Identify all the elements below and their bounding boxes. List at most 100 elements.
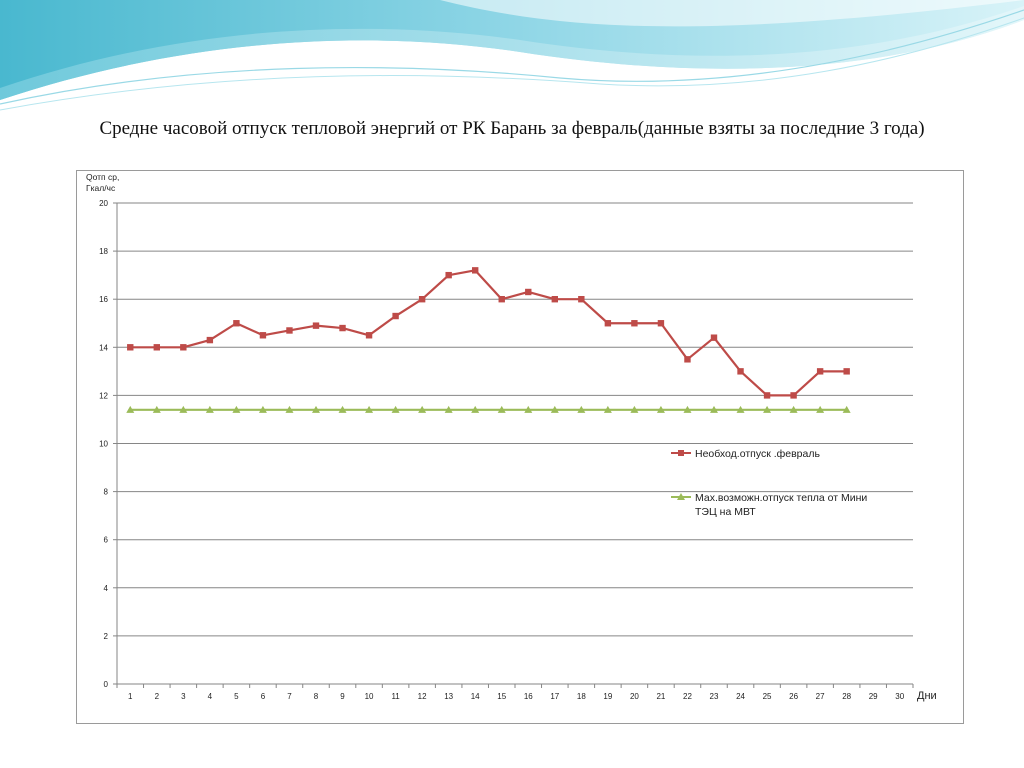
series-2-point-5 [232,405,241,413]
series-2-point-20 [630,405,639,413]
y-axis-title-line-2: Гкал/чс [86,183,116,193]
x-axis-title: Дни [917,690,937,702]
legend-swatch-series-2-marker [677,493,685,500]
series-2-point-27 [816,405,825,413]
x-tick-label-28: 28 [842,692,851,701]
series-1-point-21 [657,320,665,327]
series-1-point-28 [843,368,850,375]
x-tick-label-13: 13 [444,692,453,701]
series-2-point-19 [603,405,612,413]
series-2-point-2 [152,405,161,413]
series-1-point-19 [604,320,612,327]
x-tick-label-3: 3 [181,692,186,701]
series-2-point-24 [736,405,745,413]
y-tick-label-4: 4 [104,584,109,593]
y-tick-label-18: 18 [99,247,108,256]
series-2-point-28 [842,405,851,413]
legend-label-series-1: Необход.отпуск .февраль [695,448,820,460]
x-tick-label-17: 17 [550,692,559,701]
series-1-point-11 [392,312,399,320]
series-1-point-5 [233,320,240,327]
series-1-point-14 [472,267,479,274]
series-1-point-27 [816,368,824,375]
series-2-point-3 [179,405,188,413]
series-2-point-21 [656,405,665,413]
series-2-point-6 [258,405,267,413]
y-tick-label-10: 10 [99,440,108,449]
x-tick-label-23: 23 [710,692,719,701]
series-1-point-4 [206,336,214,344]
x-tick-label-16: 16 [524,692,533,701]
x-tick-label-26: 26 [789,692,798,701]
x-axis-ticks: 1 2 3 4 5 6 7 8 9 10 11 12 13 14 15 16 17 18 19 20 21 22 23 24 2… [128,692,905,701]
x-tick-label-5: 5 [234,692,239,701]
series-1-point-24 [737,368,744,375]
series-1-point-9 [339,324,346,332]
series-1-point-13 [445,271,452,279]
grid-lines [113,202,914,688]
series-1-point-3 [180,344,187,351]
legend-swatch-series-1-marker [678,450,684,456]
series-2-point-7 [285,405,294,413]
y-tick-label-6: 6 [104,536,109,545]
x-tick-label-29: 29 [869,692,878,701]
x-tick-label-12: 12 [418,692,427,701]
series-2-point-15 [497,405,506,413]
series-1-point-15 [498,296,505,303]
series-2-point-8 [312,405,320,413]
wave-line-2 [0,17,1024,111]
x-tick-label-9: 9 [340,692,345,701]
series-1-point-26 [790,392,797,399]
series-1-point-10 [365,332,373,339]
series-2-point-12 [418,405,427,413]
wave-line-1 [0,9,1024,105]
x-tick-label-24: 24 [736,692,745,701]
x-tick-label-27: 27 [816,692,825,701]
series-1-point-23 [710,334,718,341]
x-tick-label-2: 2 [155,692,160,701]
series-2-point-17 [550,405,559,413]
series-1-point-18 [578,296,585,303]
series-1-point-1 [127,344,134,351]
slide-title: Средне часовой отпуск тепловой энергий о… [99,118,925,139]
x-tick-label-21: 21 [656,692,665,701]
y-tick-label-12: 12 [99,391,108,400]
x-tick-label-20: 20 [630,692,639,701]
series-2-point-1 [126,405,135,413]
y-tick-label-0: 0 [104,680,109,689]
y-tick-label-2: 2 [104,632,109,641]
x-tick-label-1: 1 [128,692,133,701]
x-tick-label-8: 8 [314,692,319,701]
series-2-point-9 [338,405,347,413]
wave-band-light [0,6,1024,100]
series-2-point-4 [205,405,214,413]
x-tick-label-4: 4 [208,692,213,701]
series-1-point-17 [551,296,558,303]
x-tick-label-6: 6 [261,692,266,701]
series-layer [126,267,851,413]
series-1-point-6 [259,332,267,339]
series-2-point-10 [365,405,374,413]
series-1-point-22 [684,356,691,363]
legend: Необход.отпуск .февраль Мах.возможн.отпу… [671,448,867,518]
y-tick-label-14: 14 [99,343,108,352]
series-1-line [130,269,847,397]
legend-label-series-2-line-1: Мах.возможн.отпуск тепла от Мини [695,492,867,504]
x-tick-label-11: 11 [391,692,400,701]
x-tick-label-30: 30 [895,692,904,701]
x-tick-label-14: 14 [471,692,480,701]
x-tick-label-25: 25 [763,692,772,701]
y-axis-title-line-1: Qотп ср, [86,172,119,182]
chart-frame: 0 2 4 6 8 10 12 14 16 18 20 1 2 3 4 5 6 7 8 9 10 11 12 13 14 15 1… [76,170,964,724]
y-tick-label-16: 16 [99,295,108,304]
x-tick-label-7: 7 [287,692,292,701]
y-axis-ticks: 0 2 4 6 8 10 12 14 16 18 20 [99,199,108,689]
x-tick-label-18: 18 [577,692,586,701]
series-2-point-18 [577,405,586,413]
x-tick-label-10: 10 [365,692,374,701]
x-tick-label-19: 19 [603,692,612,701]
series-1-point-7 [286,327,293,334]
series-2-point-14 [471,405,480,413]
series-2-point-25 [763,405,772,413]
